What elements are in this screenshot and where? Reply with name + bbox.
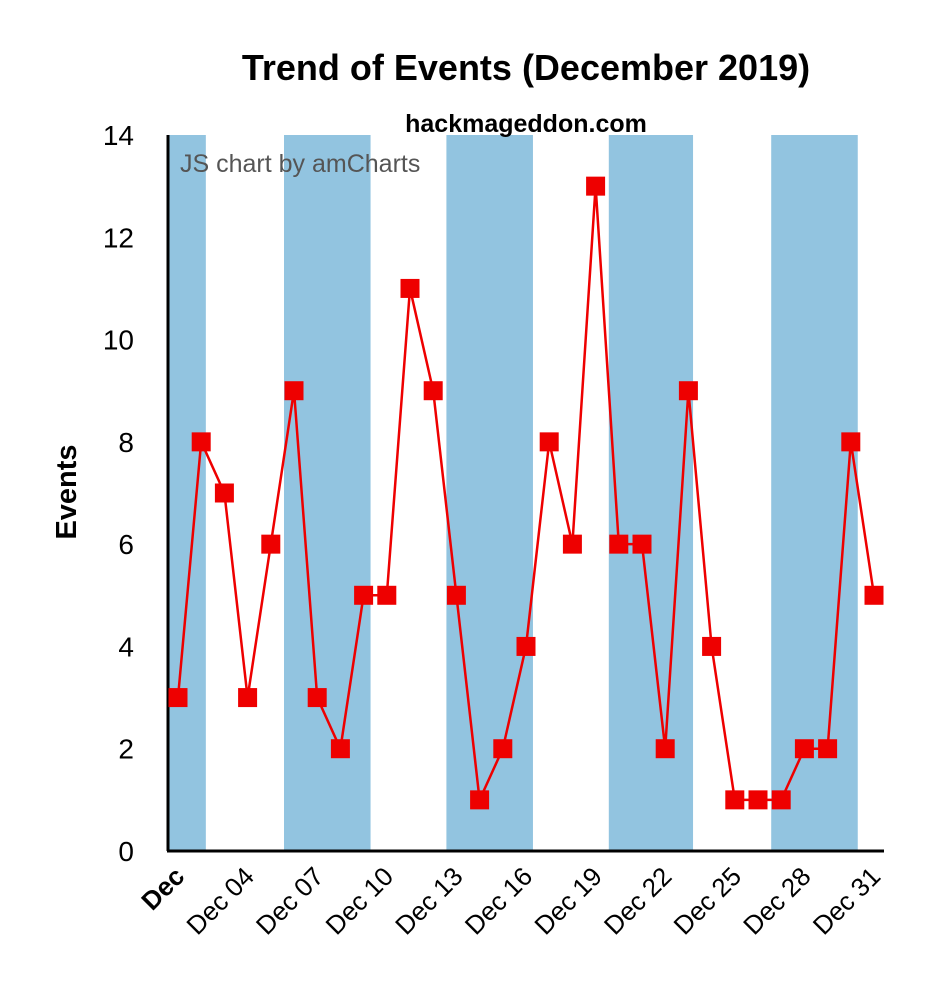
x-tick-label: Dec 07 [250, 861, 329, 940]
weekend-band-3 [446, 135, 533, 851]
x-tick-label: Dec 25 [668, 861, 747, 940]
x-tick-label: Dec 10 [320, 861, 399, 940]
data-point-dec-25[interactable] [725, 790, 745, 810]
y-tick-label: 14 [103, 120, 134, 151]
x-tick-label: Dec [135, 861, 190, 916]
x-tick-label: Dec 19 [528, 861, 607, 940]
data-point-dec-11[interactable] [400, 278, 420, 298]
y-tick-label: 2 [118, 734, 134, 765]
data-point-dec-22[interactable] [655, 739, 675, 759]
data-point-dec-6[interactable] [284, 381, 304, 401]
weekend-bands [168, 135, 858, 851]
y-tick-label: 0 [118, 836, 134, 867]
data-point-dec-28[interactable] [794, 739, 814, 759]
x-tick-label: Dec 31 [807, 861, 886, 940]
x-tick-label: Dec 22 [598, 861, 677, 940]
data-point-dec-5[interactable] [261, 534, 281, 554]
data-point-dec-2[interactable] [191, 432, 211, 452]
data-point-dec-10[interactable] [377, 585, 397, 605]
data-point-dec-14[interactable] [470, 790, 490, 810]
data-point-dec-12[interactable] [423, 381, 443, 401]
y-tick-label: 8 [118, 427, 134, 458]
data-point-dec-1[interactable] [168, 688, 188, 708]
data-point-dec-3[interactable] [214, 483, 234, 503]
data-point-dec-26[interactable] [748, 790, 768, 810]
x-tick-label: Dec 13 [389, 861, 468, 940]
data-point-dec-18[interactable] [562, 534, 582, 554]
data-point-dec-7[interactable] [307, 688, 327, 708]
data-point-dec-21[interactable] [632, 534, 652, 554]
weekend-band-5 [771, 135, 858, 851]
data-point-dec-20[interactable] [609, 534, 629, 554]
data-point-dec-9[interactable] [354, 585, 374, 605]
weekend-band-2 [284, 135, 371, 851]
chart-subtitle: hackmageddon.com [405, 110, 647, 138]
data-point-dec-29[interactable] [818, 739, 838, 759]
chart-title: Trend of Events (December 2019) [242, 47, 810, 88]
events-series-markers [168, 176, 884, 810]
y-tick-label: 4 [118, 631, 134, 662]
y-tick-label: 12 [103, 222, 134, 253]
y-axis-label: Events [51, 444, 83, 539]
data-point-dec-27[interactable] [771, 790, 791, 810]
data-point-dec-31[interactable] [864, 585, 884, 605]
data-point-dec-19[interactable] [586, 176, 606, 196]
data-point-dec-17[interactable] [539, 432, 559, 452]
y-tick-label: 10 [103, 325, 134, 356]
data-point-dec-16[interactable] [516, 636, 536, 656]
x-tick-label: Dec 16 [459, 861, 538, 940]
data-point-dec-13[interactable] [446, 585, 466, 605]
data-point-dec-30[interactable] [841, 432, 861, 452]
y-axis-ticks: 0 2 4 6 8 10 12 14 [103, 120, 134, 867]
data-point-dec-15[interactable] [493, 739, 513, 759]
amcharts-watermark[interactable]: JS chart by amCharts [180, 150, 420, 178]
y-tick-label: 6 [118, 529, 134, 560]
data-point-dec-8[interactable] [330, 739, 350, 759]
x-tick-label: Dec 28 [737, 861, 816, 940]
weekend-band-1 [168, 135, 206, 851]
data-point-dec-23[interactable] [678, 381, 698, 401]
data-point-dec-24[interactable] [702, 636, 722, 656]
x-tick-label: Dec 04 [180, 861, 259, 940]
data-point-dec-4[interactable] [238, 688, 258, 708]
weekend-band-4 [608, 135, 694, 851]
